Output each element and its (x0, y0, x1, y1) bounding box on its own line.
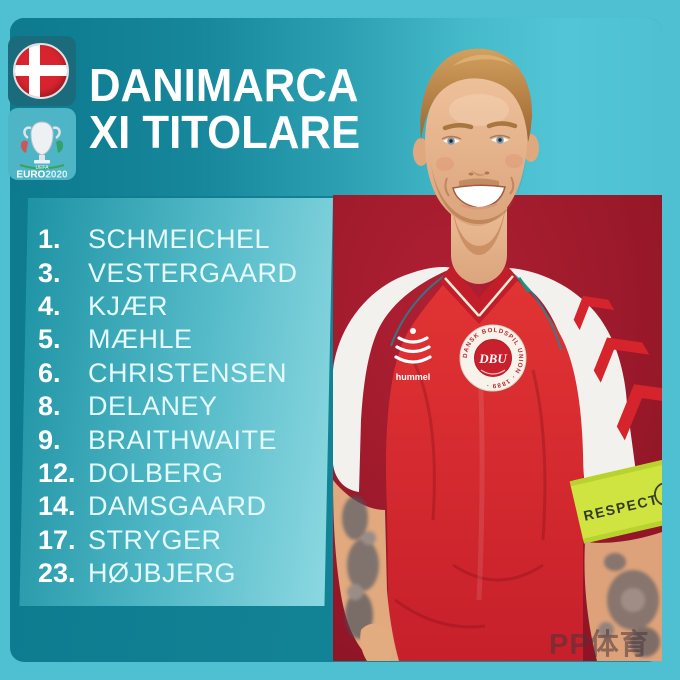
jersey-torso (385, 268, 584, 661)
list-item: 3. VESTERGAARD (38, 256, 298, 289)
player-number: 6. (38, 357, 61, 388)
smile-creases (444, 176, 515, 197)
player-number: 9. (38, 424, 61, 455)
left-ear (413, 138, 429, 166)
euro2020-trophy-icon: UEFA EURO2020 (16, 121, 68, 181)
trophy-handle-left (23, 126, 32, 140)
list-item: 1. SCHMEICHEL (38, 223, 298, 256)
euro2020-logo-badge: UEFA EURO2020 (8, 108, 76, 181)
eyes (441, 134, 511, 145)
euro-wordmark: EURO2020 (16, 170, 68, 181)
player-photo: DANSK BOLDSPIL UNION · 1889 · DBU hummel (333, 48, 662, 661)
title-line-1: DANIMARCA (89, 59, 359, 111)
collar-accent (517, 277, 531, 293)
trophy-cup (30, 121, 54, 156)
player-number: 23. (38, 558, 76, 589)
list-item: 14. DAMSGAARD (38, 490, 298, 523)
list-item: 6. CHRISTENSEN (38, 357, 298, 390)
trophy-handle-right (52, 126, 61, 140)
left-hand (360, 623, 394, 661)
player-number: 8. (38, 391, 61, 422)
player-name: SCHMEICHEL (88, 224, 271, 255)
collar-trim (444, 275, 514, 317)
player-number: 3. (38, 257, 61, 288)
page-title: DANIMARCA XI TITOLARE (89, 62, 360, 156)
player-name: DELANEY (88, 391, 218, 422)
list-item: 12. DOLBERG (38, 457, 298, 490)
player-name: DAMSGAARD (88, 491, 267, 522)
crest-laurel (480, 369, 506, 375)
hummel-wordmark: hummel (396, 372, 431, 382)
lineup-list: 1. SCHMEICHEL 3. VESTERGAARD 4. KJÆR 5. MÆHLE 6.… (38, 223, 298, 590)
player-number: 12. (38, 457, 76, 488)
denmark-flag-icon (13, 43, 69, 99)
player-name: STRYGER (88, 524, 222, 555)
player-name: VESTERGAARD (88, 257, 298, 288)
left-sleeve (333, 266, 453, 492)
jersey-folds (394, 359, 547, 629)
player-name: KJÆR (88, 290, 169, 321)
lower-lip (460, 202, 498, 210)
denmark-flag-badge (8, 36, 76, 106)
trophy-stem (39, 155, 45, 160)
captain-armband: RESPECT (569, 454, 662, 544)
player-head (413, 48, 539, 284)
logo-petal-green (56, 140, 64, 153)
cheek-left (436, 157, 454, 171)
header-band (10, 18, 662, 196)
hair-highlight (453, 54, 513, 66)
player-name: BRAITHWAITE (88, 424, 278, 455)
collar (440, 266, 518, 324)
player-number: 5. (38, 324, 61, 355)
watermark: PP体育 (549, 629, 650, 661)
list-item: 23. HØJBJERG (38, 557, 298, 590)
title-line-2: XI TITOLARE (89, 106, 361, 158)
cheek-right (505, 154, 523, 168)
uefa-label: UEFA (35, 165, 49, 171)
flag-cross-vertical (29, 45, 40, 97)
neck-shadow (451, 198, 507, 255)
hummel-chevrons (573, 295, 662, 441)
player-number: 1. (38, 224, 61, 255)
player-name: CHRISTENSEN (88, 357, 288, 388)
right-sleeve (509, 268, 639, 540)
flag-cross-horizontal (15, 65, 67, 76)
player-name: DOLBERG (88, 457, 224, 488)
player-number: 4. (38, 290, 61, 321)
nostril-right (484, 171, 490, 175)
hummel-logo-icon: hummel (394, 328, 432, 382)
list-item: 4. KJÆR (38, 290, 298, 323)
logo-petal-red (20, 140, 28, 153)
dbu-crest: DANSK BOLDSPIL UNION · 1889 · DBU (459, 324, 527, 392)
nose-shadow (471, 170, 489, 177)
list-item: 8. DELANEY (38, 390, 298, 423)
list-item: 17. STRYGER (38, 524, 298, 557)
uefa-respect-badge-icon (654, 482, 662, 506)
player-hair (420, 48, 533, 142)
trophy-base (34, 160, 50, 164)
list-item: 9. BRAITHWAITE (38, 423, 298, 456)
player-number: 14. (38, 491, 76, 522)
left-forearm (333, 480, 399, 661)
eyebrows (442, 121, 518, 131)
forehead-highlight (449, 94, 509, 126)
euro-year: 2020 (45, 170, 68, 181)
nostril-left (468, 172, 474, 176)
tattoo-right (598, 553, 660, 657)
list-item: 5. MÆHLE (38, 323, 298, 356)
smile (452, 184, 506, 209)
logo-bridge-arc (19, 163, 65, 170)
player-number: 17. (38, 524, 76, 555)
player-name: HØJBJERG (88, 558, 237, 589)
euro-word: EURO (16, 170, 45, 181)
player-name: MÆHLE (88, 324, 193, 355)
right-forearm (584, 532, 662, 661)
crest-dbu-text: DBU (478, 351, 507, 366)
